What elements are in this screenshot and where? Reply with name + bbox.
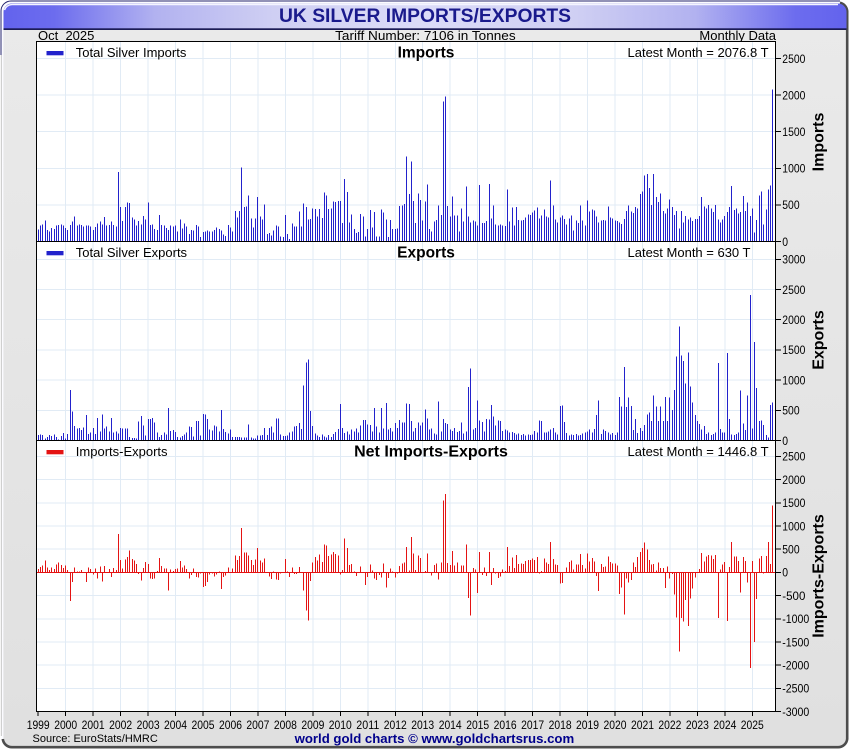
svg-text:2024: 2024	[713, 718, 736, 732]
svg-text:1500: 1500	[782, 125, 805, 139]
svg-text:1000: 1000	[782, 162, 805, 176]
svg-text:-2000: -2000	[782, 659, 809, 673]
svg-text:2017: 2017	[521, 718, 544, 732]
svg-text:2000: 2000	[54, 718, 77, 732]
svg-text:2018: 2018	[549, 718, 572, 732]
svg-text:2020: 2020	[604, 718, 627, 732]
svg-text:2003: 2003	[137, 718, 160, 732]
svg-text:1500: 1500	[782, 343, 805, 357]
svg-text:0: 0	[782, 235, 788, 249]
svg-text:Total Silver Exports: Total Silver Exports	[76, 245, 188, 260]
svg-text:Imports: Imports	[811, 113, 828, 172]
svg-text:1500: 1500	[782, 496, 805, 510]
svg-text:Exports: Exports	[397, 245, 455, 262]
svg-text:2500: 2500	[782, 283, 805, 297]
svg-text:-3000: -3000	[782, 705, 809, 719]
svg-text:Imports: Imports	[398, 45, 455, 62]
svg-text:Imports-Exports: Imports-Exports	[76, 444, 168, 459]
svg-text:2019: 2019	[576, 718, 599, 732]
svg-text:2002: 2002	[109, 718, 132, 732]
svg-text:2500: 2500	[782, 450, 805, 464]
svg-text:Latest Month = 2076.8 T: Latest Month = 2076.8 T	[628, 45, 769, 60]
svg-text:1000: 1000	[782, 519, 805, 533]
svg-text:2025: 2025	[741, 718, 764, 732]
svg-text:500: 500	[782, 198, 800, 212]
svg-text:2022: 2022	[658, 718, 681, 732]
svg-text:Latest Month = 630 T: Latest Month = 630 T	[628, 245, 751, 260]
svg-text:0: 0	[782, 566, 788, 580]
svg-text:Latest Month = 1446.8 T: Latest Month = 1446.8 T	[628, 444, 769, 459]
svg-text:2011: 2011	[356, 718, 379, 732]
svg-text:2004: 2004	[164, 718, 187, 732]
svg-text:Exports: Exports	[811, 310, 828, 370]
svg-text:Net Imports-Exports: Net Imports-Exports	[354, 444, 508, 461]
svg-text:-500: -500	[782, 589, 805, 603]
svg-text:Monthly Data: Monthly Data	[699, 28, 776, 43]
svg-text:-2500: -2500	[782, 682, 809, 696]
svg-text:500: 500	[782, 404, 800, 418]
svg-text:2013: 2013	[411, 718, 434, 732]
svg-text:2016: 2016	[494, 718, 517, 732]
svg-text:0: 0	[782, 434, 788, 448]
svg-text:-1000: -1000	[782, 612, 809, 626]
svg-text:2006: 2006	[219, 718, 242, 732]
svg-text:2023: 2023	[686, 718, 709, 732]
svg-text:2005: 2005	[192, 718, 215, 732]
svg-text:2000: 2000	[782, 313, 805, 327]
svg-text:Source: EuroStats/HMRC: Source: EuroStats/HMRC	[33, 733, 158, 745]
svg-text:Total Silver Imports: Total Silver Imports	[76, 45, 187, 60]
svg-text:2012: 2012	[384, 718, 407, 732]
svg-text:Imports-Exports: Imports-Exports	[811, 514, 828, 638]
svg-text:2008: 2008	[274, 718, 297, 732]
svg-text:Oct 2025: Oct 2025	[38, 28, 94, 43]
svg-text:2000: 2000	[782, 473, 805, 487]
svg-text:2001: 2001	[82, 718, 105, 732]
svg-text:2015: 2015	[466, 718, 489, 732]
svg-text:Tariff Number: 7106 in Tonnes: Tariff Number: 7106 in Tonnes	[335, 28, 516, 43]
svg-text:2021: 2021	[631, 718, 654, 732]
svg-text:2014: 2014	[439, 718, 462, 732]
svg-text:2009: 2009	[301, 718, 324, 732]
svg-text:2007: 2007	[246, 718, 269, 732]
svg-text:500: 500	[782, 543, 800, 557]
svg-text:3000: 3000	[782, 253, 805, 267]
svg-text:UK SILVER IMPORTS/EXPORTS: UK SILVER IMPORTS/EXPORTS	[279, 6, 571, 27]
svg-text:1999: 1999	[27, 718, 50, 732]
svg-text:2000: 2000	[782, 88, 805, 102]
svg-text:2500: 2500	[782, 52, 805, 66]
svg-text:1000: 1000	[782, 373, 805, 387]
svg-text:2010: 2010	[329, 718, 352, 732]
svg-text:world gold charts © www.goldch: world gold charts © www.goldchartsrus.co…	[294, 731, 575, 746]
svg-text:-1500: -1500	[782, 635, 809, 649]
